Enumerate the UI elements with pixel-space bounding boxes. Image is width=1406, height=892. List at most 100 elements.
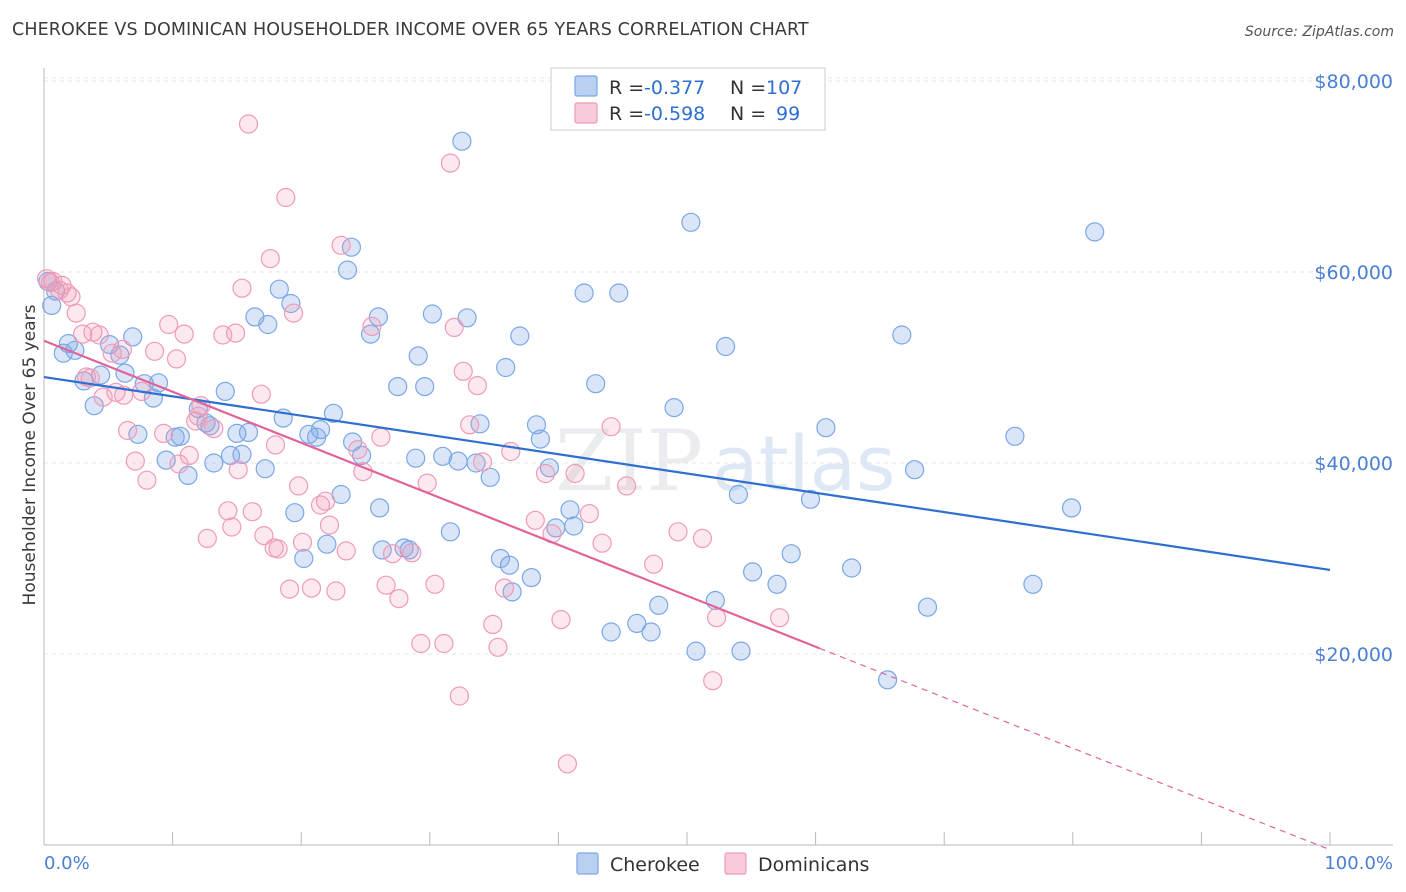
dominican-trend-line: [43, 339, 820, 650]
dominican-point: [301, 578, 322, 598]
dominican-point: [382, 544, 403, 564]
dominican-point: [283, 303, 304, 323]
cherokee-point: [372, 540, 392, 560]
cherokee-point: [1061, 498, 1082, 518]
cherokee-point: [816, 418, 836, 438]
legend-r-value-1: -0.377: [644, 77, 705, 99]
dominican-point: [268, 539, 288, 559]
dominican-point: [112, 339, 133, 359]
cherokee-point: [285, 503, 305, 523]
cherokee-point: [530, 429, 551, 449]
dominican-point: [319, 515, 340, 535]
dominican-point: [336, 541, 356, 561]
cherokee-point: [526, 415, 547, 435]
cherokee-point: [317, 534, 337, 554]
cherokee-point: [440, 522, 460, 542]
cherokee-point: [781, 544, 801, 564]
legend-r-label-2: R =: [609, 103, 644, 125]
dominican-point: [348, 440, 368, 460]
dominican-point: [494, 578, 514, 598]
dominican-point: [472, 452, 493, 472]
dominican-point: [310, 495, 331, 515]
dominican-point: [460, 415, 480, 435]
cherokee-point: [232, 444, 252, 464]
cherokee-point: [368, 307, 388, 327]
dominican-point: [362, 316, 382, 336]
dominican-point: [703, 671, 723, 691]
dominican-point: [265, 435, 286, 455]
trend-lines: [43, 339, 1331, 851]
cherokee-point: [388, 377, 408, 397]
cherokee-point: [294, 548, 314, 569]
dominican-point: [251, 384, 271, 404]
x-tick-labels: 0.0% 100.0%: [44, 853, 1393, 874]
dominican-point: [769, 608, 790, 628]
dominican-point: [440, 153, 460, 173]
source-credit: Source: ZipAtlas.com: [1244, 24, 1394, 40]
chart-title: CHEROKEE VS DOMINICAN HOUSEHOLDER INCOME…: [12, 20, 809, 40]
dominican-point: [61, 287, 81, 307]
cherokee-point: [877, 670, 898, 690]
dominican-point: [449, 686, 469, 706]
cherokee-point: [457, 308, 477, 328]
bottom-legend-swatch-cherokee: [576, 852, 599, 875]
cherokee-point: [269, 279, 289, 299]
y-tick-label: $80,000: [1314, 71, 1393, 93]
legend-n-label-1: N =: [730, 77, 766, 99]
cherokee-point: [448, 451, 468, 471]
dominican-point: [197, 528, 217, 549]
cherokee-point: [123, 327, 143, 347]
dominican-point: [483, 614, 503, 635]
cherokee-point: [641, 622, 661, 642]
legend-r-label-1: R =: [609, 77, 644, 99]
dominican-point: [289, 476, 309, 496]
cherokee-point: [917, 597, 938, 617]
dominican-point: [557, 754, 578, 774]
cherokee-trend-line: [43, 375, 1331, 572]
cherokee-point: [204, 453, 224, 473]
cherokee-point: [255, 459, 275, 479]
dominican-point: [453, 361, 473, 381]
gridlines: [44, 77, 1393, 655]
dominican-point: [692, 528, 713, 549]
dominican-point: [166, 349, 187, 369]
cherokee-point: [258, 314, 278, 335]
dominican-point: [444, 317, 464, 337]
cherokee-point: [686, 641, 706, 661]
cherokee-point: [42, 295, 62, 315]
watermark-zip: ZIP: [555, 412, 703, 510]
legend-n-value-1: 107: [766, 77, 802, 99]
series-legend: Cherokee Dominicans: [576, 852, 869, 876]
dominican-point: [565, 463, 585, 484]
dominican-point: [601, 417, 621, 437]
dominican-point: [174, 324, 194, 344]
cherokee-points: [38, 131, 1105, 690]
x-tick-label-max: 100.0%: [1324, 853, 1393, 874]
cherokee-point: [433, 446, 453, 466]
dominican-point: [389, 588, 409, 609]
dominican-point: [668, 522, 688, 542]
dominican-point: [371, 427, 391, 447]
dominican-point: [706, 608, 727, 628]
dominican-point: [228, 460, 248, 480]
dominican-point: [137, 470, 157, 490]
dominican-point: [326, 581, 346, 601]
correlation-legend: R = -0.377 N = 107 R = -0.598 N = 99: [550, 67, 826, 131]
dominican-point: [276, 187, 296, 208]
dominican-point: [188, 406, 208, 426]
dominican-point: [204, 419, 224, 439]
dominican-point: [238, 114, 259, 134]
legend-r-value-2: -0.598: [644, 103, 705, 125]
cherokee-point: [564, 516, 584, 536]
cherokee-point: [415, 377, 435, 397]
legend-swatch-cherokee: [574, 75, 598, 97]
cherokee-point: [664, 398, 684, 418]
cherokee-point: [1005, 426, 1025, 446]
dominican-point: [40, 272, 61, 293]
y-axis-label: Householder Income Over 65 years: [20, 304, 40, 605]
cherokee-point: [892, 325, 912, 345]
cherokee-point: [904, 460, 925, 480]
y-tick-label: $40,000: [1314, 453, 1393, 475]
dominican-point: [551, 609, 571, 630]
cherokee-point: [609, 283, 629, 303]
